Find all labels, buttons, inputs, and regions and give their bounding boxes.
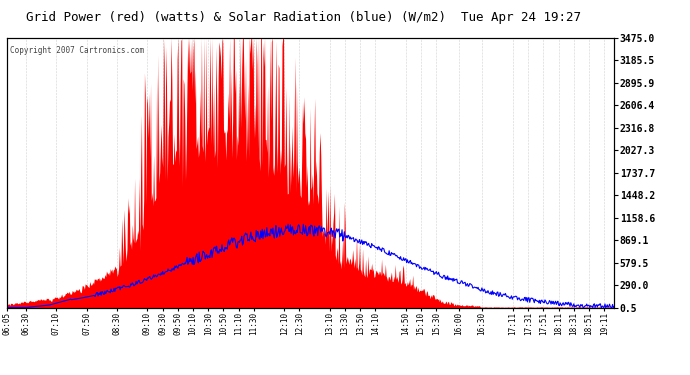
Text: Copyright 2007 Cartronics.com: Copyright 2007 Cartronics.com [10,46,144,55]
Text: Grid Power (red) (watts) & Solar Radiation (blue) (W/m2)  Tue Apr 24 19:27: Grid Power (red) (watts) & Solar Radiati… [26,11,581,24]
